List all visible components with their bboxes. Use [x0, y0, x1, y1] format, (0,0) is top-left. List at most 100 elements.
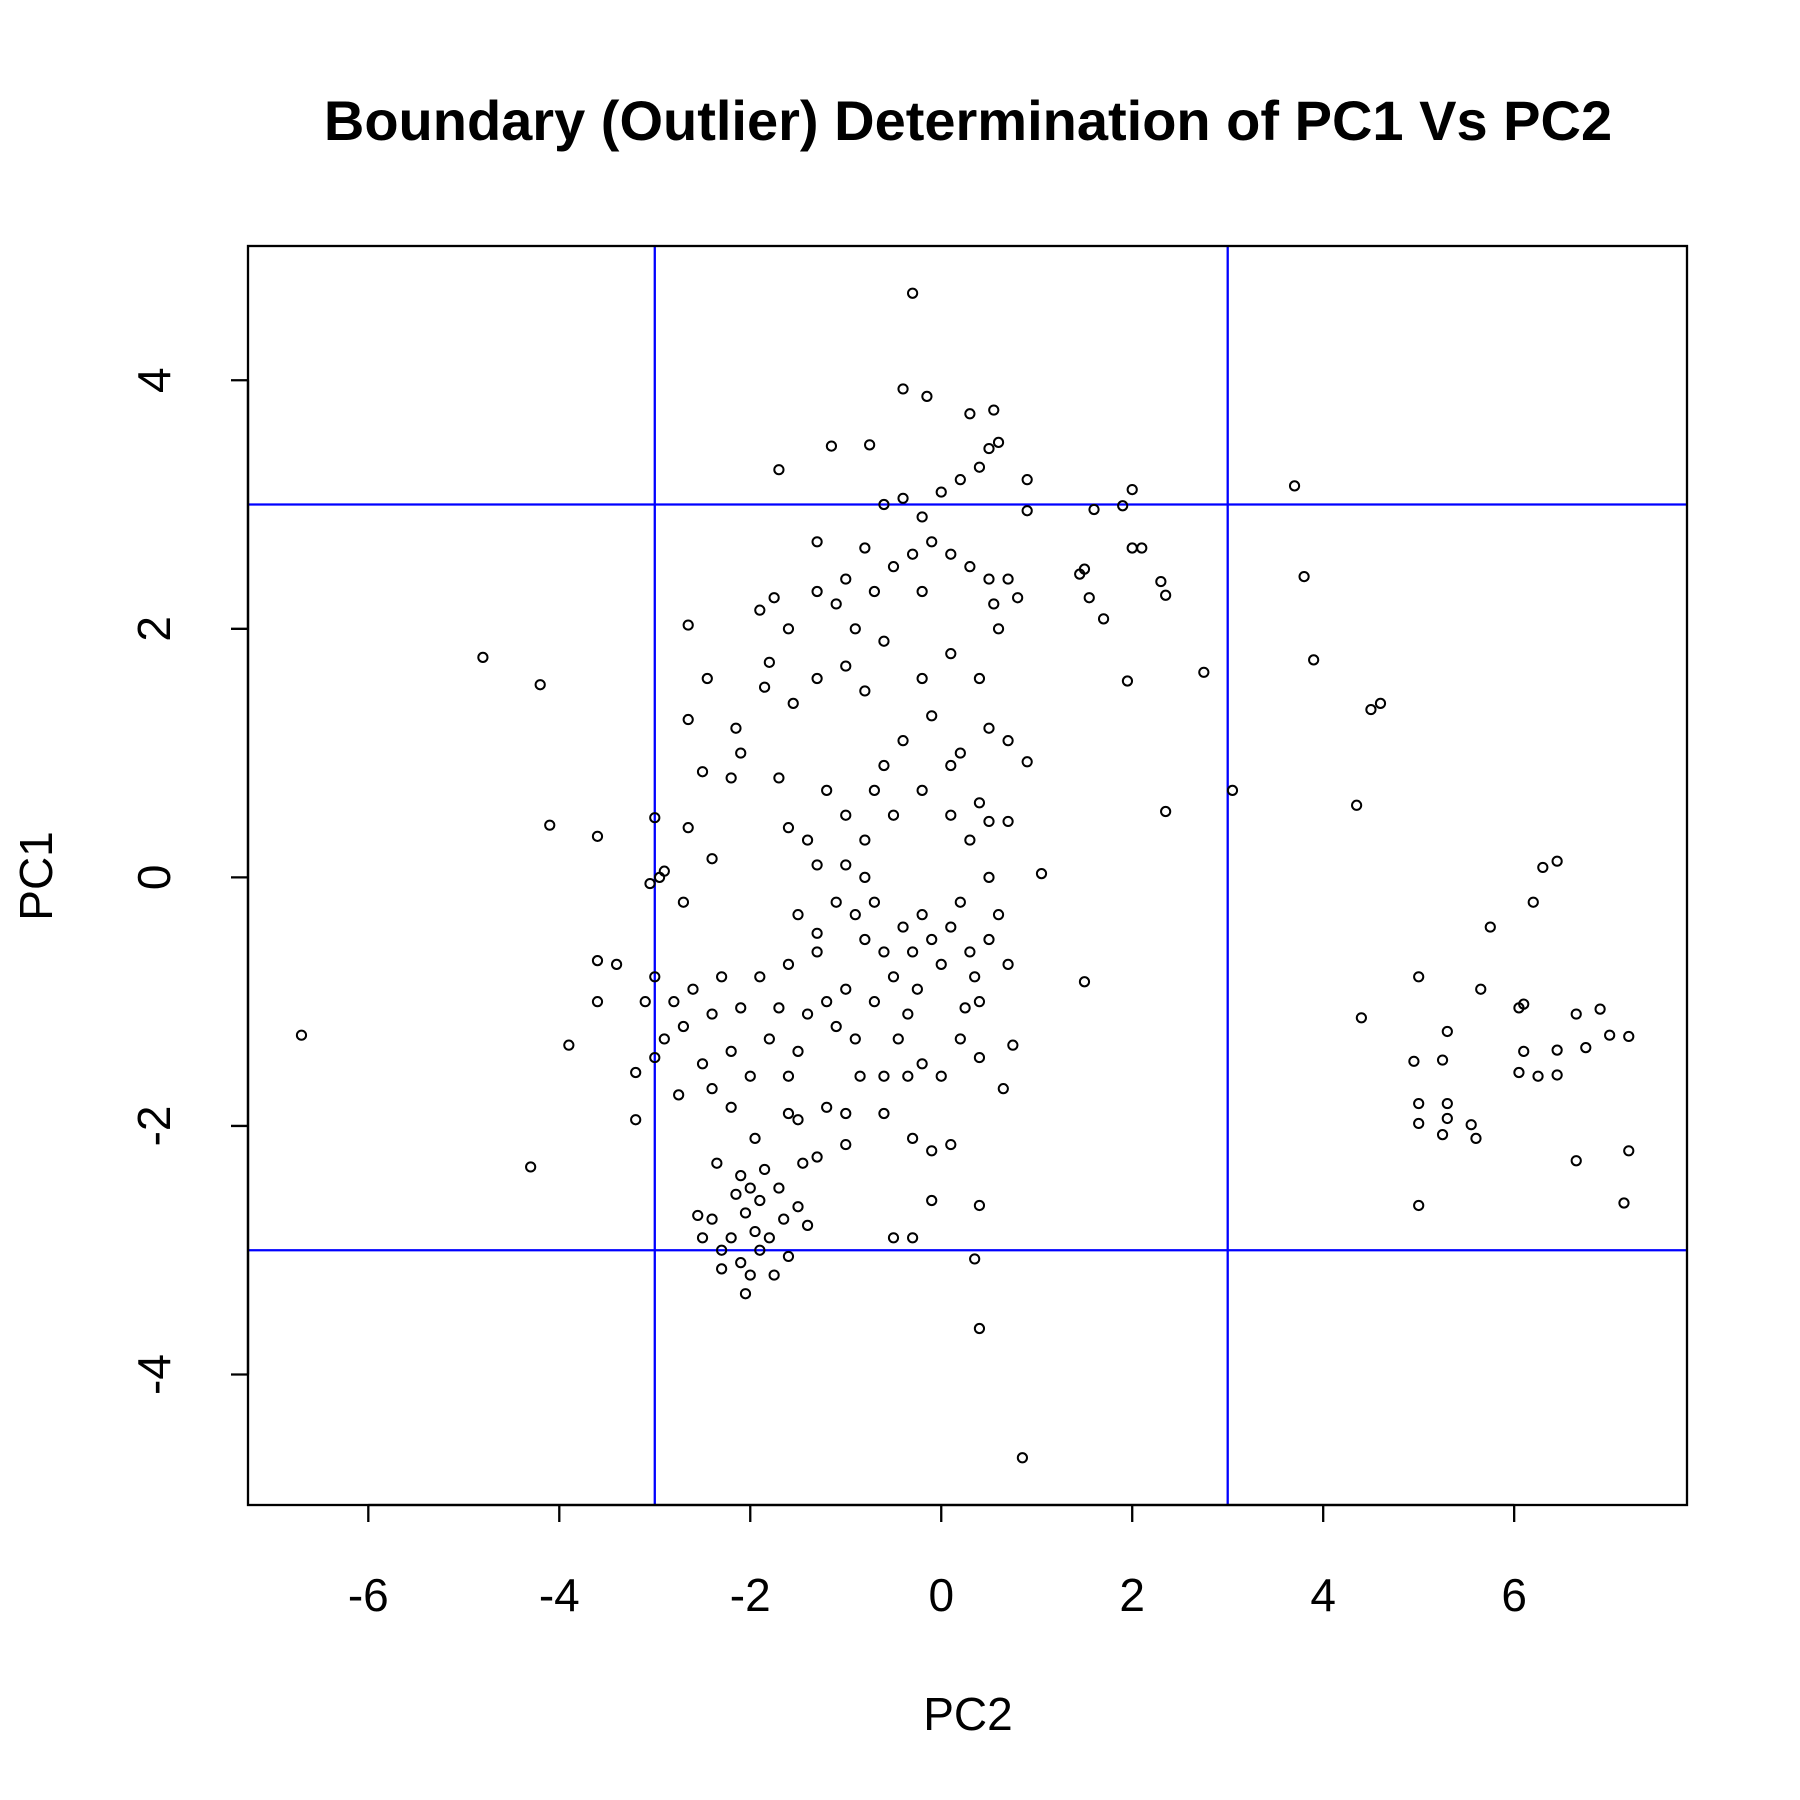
point	[801, 834, 814, 846]
y-tick-label: -2	[128, 1105, 180, 1146]
point	[1623, 1030, 1635, 1043]
point	[1002, 815, 1014, 828]
point	[840, 983, 852, 995]
x-tick-label: -4	[539, 1569, 580, 1621]
point	[677, 1020, 690, 1033]
point	[758, 681, 771, 693]
point	[916, 784, 928, 796]
point	[840, 1138, 852, 1151]
point	[739, 1288, 752, 1300]
point	[706, 1083, 718, 1095]
point	[821, 996, 833, 1008]
point	[878, 946, 890, 958]
point	[706, 853, 718, 865]
point	[983, 815, 995, 828]
point	[773, 464, 785, 476]
point	[1413, 1199, 1425, 1212]
point	[735, 1002, 747, 1014]
point	[1623, 1145, 1635, 1157]
point	[926, 1145, 938, 1157]
point	[983, 442, 995, 455]
point	[739, 1207, 752, 1219]
point	[859, 834, 871, 846]
point	[644, 877, 656, 890]
point	[887, 561, 900, 573]
point	[773, 1002, 785, 1014]
point	[897, 383, 909, 395]
point	[773, 772, 785, 784]
y-tick-label: -4	[128, 1354, 180, 1395]
point	[754, 604, 766, 616]
point	[639, 996, 651, 1008]
point	[716, 1244, 728, 1256]
point	[716, 971, 728, 983]
point	[811, 536, 823, 548]
point	[1408, 1055, 1420, 1067]
point	[1198, 666, 1210, 678]
point	[1413, 1097, 1425, 1110]
point	[1074, 568, 1086, 580]
point	[887, 1232, 900, 1244]
y-axis-label: PC1	[10, 831, 62, 920]
point	[887, 809, 900, 821]
x-tick-label: 0	[928, 1569, 954, 1621]
point	[997, 1083, 1009, 1095]
point	[906, 1132, 919, 1144]
point	[711, 1157, 723, 1169]
point	[973, 672, 986, 685]
point	[897, 921, 909, 933]
point	[973, 461, 986, 473]
point	[725, 1101, 737, 1113]
point	[906, 548, 919, 560]
point	[1002, 958, 1014, 970]
point	[682, 822, 694, 834]
point	[1441, 1112, 1453, 1125]
point	[1083, 592, 1095, 604]
point	[1007, 1039, 1019, 1051]
point	[1570, 1155, 1582, 1167]
point	[935, 1070, 947, 1082]
point	[1580, 1042, 1592, 1054]
point	[730, 722, 742, 734]
point	[696, 1058, 709, 1070]
point	[630, 1114, 642, 1126]
point	[730, 1188, 742, 1200]
point	[840, 660, 852, 672]
point	[792, 1114, 804, 1126]
point	[591, 830, 604, 842]
point	[868, 896, 880, 908]
point	[1226, 784, 1239, 796]
point	[945, 759, 957, 772]
point	[1308, 654, 1320, 666]
point	[887, 971, 900, 983]
point	[859, 542, 871, 554]
point	[983, 573, 995, 585]
point	[1351, 799, 1363, 811]
point	[921, 390, 933, 402]
point	[1160, 589, 1172, 601]
point	[768, 1269, 780, 1281]
x-tick-label: 4	[1310, 1569, 1336, 1621]
point	[1126, 542, 1138, 554]
point	[906, 1232, 919, 1244]
point	[849, 623, 861, 635]
point	[782, 1250, 795, 1263]
point	[1532, 1070, 1544, 1082]
point	[840, 573, 852, 585]
point	[735, 1257, 747, 1269]
point	[1298, 570, 1310, 583]
point	[868, 996, 880, 1008]
point	[945, 1138, 957, 1151]
point	[1365, 703, 1377, 716]
point	[792, 909, 804, 921]
point	[906, 946, 919, 958]
point	[1551, 1044, 1563, 1056]
point	[610, 958, 623, 970]
point	[811, 859, 823, 871]
point	[687, 983, 699, 995]
point	[973, 1199, 986, 1212]
point	[811, 585, 823, 598]
point	[992, 909, 1005, 921]
x-tick-label: 2	[1119, 1569, 1145, 1621]
point	[658, 865, 670, 877]
